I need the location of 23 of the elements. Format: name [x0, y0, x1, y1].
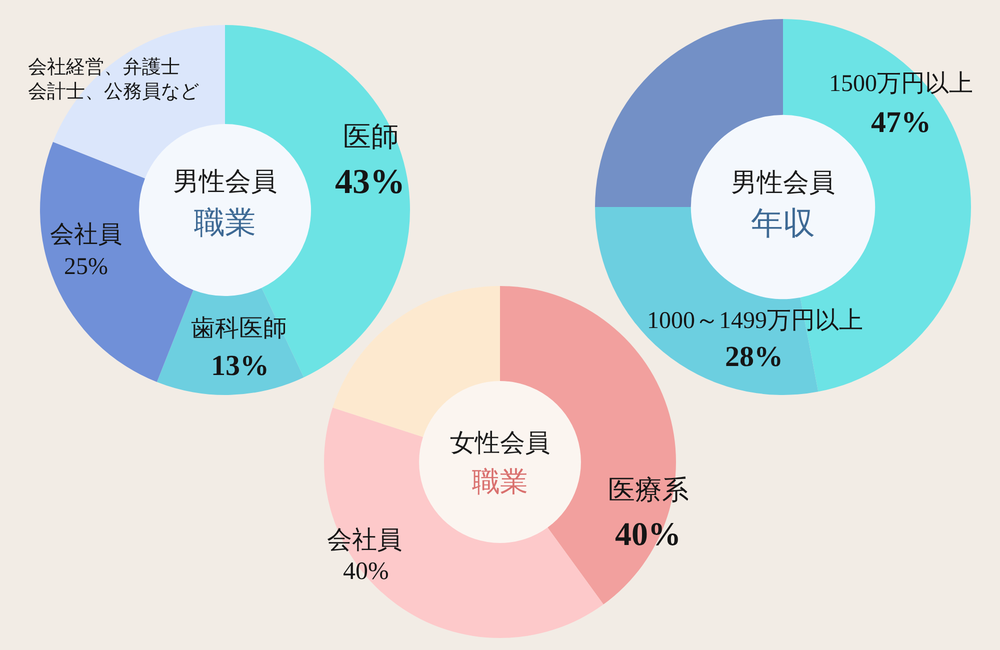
- slice-label: 会社員: [327, 527, 402, 554]
- data-label: 13%: [211, 350, 269, 382]
- data-label: 40%: [343, 558, 389, 585]
- text: 男性会員: [173, 167, 277, 196]
- data-label: 47%: [871, 106, 931, 139]
- data-label: 25%: [64, 254, 108, 280]
- slice-label: 歯科医師: [191, 316, 287, 342]
- slice-label: 1000～1499万円以上: [647, 308, 863, 334]
- donut-slice: [324, 408, 604, 638]
- data-label: 28%: [725, 341, 783, 373]
- text: 職業: [194, 205, 256, 240]
- slice-label: 医師: [343, 122, 399, 153]
- donut-slice: [595, 19, 783, 207]
- text: 男性会員: [731, 168, 835, 197]
- slice-label: 1500万円以上: [829, 71, 973, 97]
- text: 年収: [751, 205, 815, 241]
- slice-label: 会社員: [50, 222, 122, 248]
- text: 女性会員: [450, 430, 550, 457]
- text: 職業: [472, 467, 528, 498]
- data-label: 40%: [615, 517, 681, 553]
- donut-slice: [595, 207, 818, 395]
- data-label: 43%: [335, 162, 405, 201]
- slice-label: 会社経営、弁護士会計士、公務員など: [28, 57, 199, 103]
